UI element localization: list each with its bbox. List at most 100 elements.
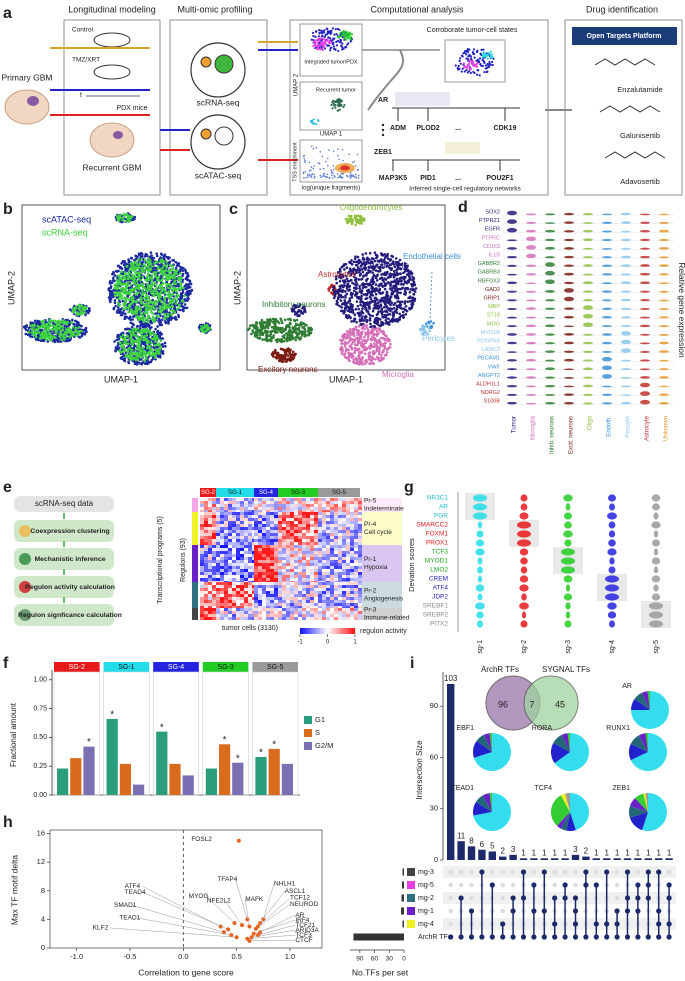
cell-dot	[489, 53, 492, 56]
cell-dot	[145, 311, 149, 315]
cell-dot	[286, 354, 290, 357]
cell-dot	[459, 62, 462, 65]
cell-dot	[173, 276, 177, 279]
cell-dot	[365, 320, 369, 324]
cell-dot	[295, 318, 299, 322]
ellipsis-dot	[381, 123, 385, 127]
cell-dot	[392, 284, 395, 288]
cell-dot	[169, 318, 173, 321]
cell-dot	[399, 272, 402, 276]
cell-dot	[204, 330, 208, 333]
section-box	[564, 19, 683, 196]
cell-dot	[115, 296, 119, 299]
cell-dot	[375, 329, 379, 333]
cell-dot	[127, 220, 130, 223]
cell-dot	[131, 356, 135, 360]
gene-label: PLOD2	[416, 125, 439, 132]
density-icon	[340, 165, 350, 171]
cell-dot	[127, 360, 130, 364]
cell-dot	[273, 318, 277, 321]
cell-dot	[486, 57, 489, 60]
fragment-dot	[332, 169, 335, 171]
cell-dot	[350, 221, 354, 225]
cell-dot	[365, 279, 368, 282]
cell-dot	[30, 335, 34, 339]
cell-dot	[159, 332, 163, 335]
cell-dot	[143, 255, 147, 258]
cell-dot	[260, 329, 263, 332]
cell-dot	[135, 299, 139, 303]
cell-dot	[281, 348, 285, 351]
fragment-dot	[349, 174, 351, 176]
cell-dot	[376, 322, 379, 326]
cell-dot	[356, 266, 360, 269]
cell-dot	[266, 326, 270, 330]
cell-dot	[365, 282, 369, 286]
cell-dot	[319, 29, 323, 32]
cell-dot	[468, 70, 471, 73]
cell-dot	[337, 49, 340, 53]
cell-dot	[473, 52, 476, 56]
cell-dot	[121, 286, 125, 290]
cell-dot	[357, 357, 361, 360]
cell-dot	[126, 335, 130, 338]
cell-dot	[166, 317, 169, 321]
cell-dot	[361, 275, 365, 278]
cell-dot	[170, 304, 174, 308]
treatment-label: TMZ/XRT	[72, 57, 100, 64]
cell-dot	[174, 282, 177, 286]
cell-dot	[360, 278, 363, 281]
axis-label: UMAP 1	[320, 132, 343, 138]
cell-dot	[48, 318, 52, 322]
section-header: Longitudinal modeling	[68, 4, 156, 14]
cell-dot	[162, 264, 166, 267]
cell-dot	[167, 290, 171, 294]
cell-dot	[174, 287, 178, 291]
cell-dot	[457, 64, 460, 68]
cell-dot	[117, 281, 120, 285]
drug-label: Enzalutamide	[617, 85, 662, 94]
cell-dot	[147, 286, 150, 290]
cell-dot	[134, 329, 137, 333]
cell-dot	[47, 321, 51, 325]
cell-dot	[161, 351, 164, 355]
cell-dot	[119, 273, 122, 277]
fragment-dot	[319, 176, 322, 179]
cell-dot	[368, 295, 372, 299]
cell-dot	[409, 278, 412, 281]
cell-dot	[121, 357, 125, 361]
cell-dot	[117, 285, 120, 289]
cell-dot	[181, 278, 185, 282]
cell-dot	[316, 41, 320, 44]
cell-dot	[293, 327, 297, 330]
cell-dot	[350, 262, 354, 266]
cell-dot	[350, 33, 354, 36]
cell-dot	[324, 33, 327, 36]
assay-label: scATAC-seq	[195, 170, 242, 180]
cell-dot	[307, 333, 310, 337]
cell-dot	[47, 327, 50, 331]
cell-dot	[276, 330, 279, 334]
cell-dot	[175, 272, 178, 276]
cell-dot	[36, 322, 39, 326]
cell-dot	[66, 339, 70, 343]
cell-dot	[62, 332, 65, 336]
cell-dot	[141, 252, 144, 256]
cell-dot	[68, 327, 71, 331]
cell-dot	[338, 304, 341, 308]
cell-dot	[143, 259, 147, 262]
cell-dot	[155, 254, 159, 258]
cell-dot	[120, 270, 123, 274]
cell-dot	[256, 336, 260, 340]
cell-dot	[480, 48, 483, 51]
gene-label: PID1	[420, 175, 436, 182]
cell-dot	[40, 336, 43, 339]
cell-dot	[403, 280, 407, 284]
cell-dot	[288, 334, 292, 338]
cell-dot	[284, 351, 287, 354]
fragment-dot	[304, 159, 306, 162]
cell-dot	[364, 292, 368, 296]
cell-dot	[388, 320, 391, 324]
cell-dot	[403, 308, 407, 312]
cell-dot	[480, 64, 483, 67]
